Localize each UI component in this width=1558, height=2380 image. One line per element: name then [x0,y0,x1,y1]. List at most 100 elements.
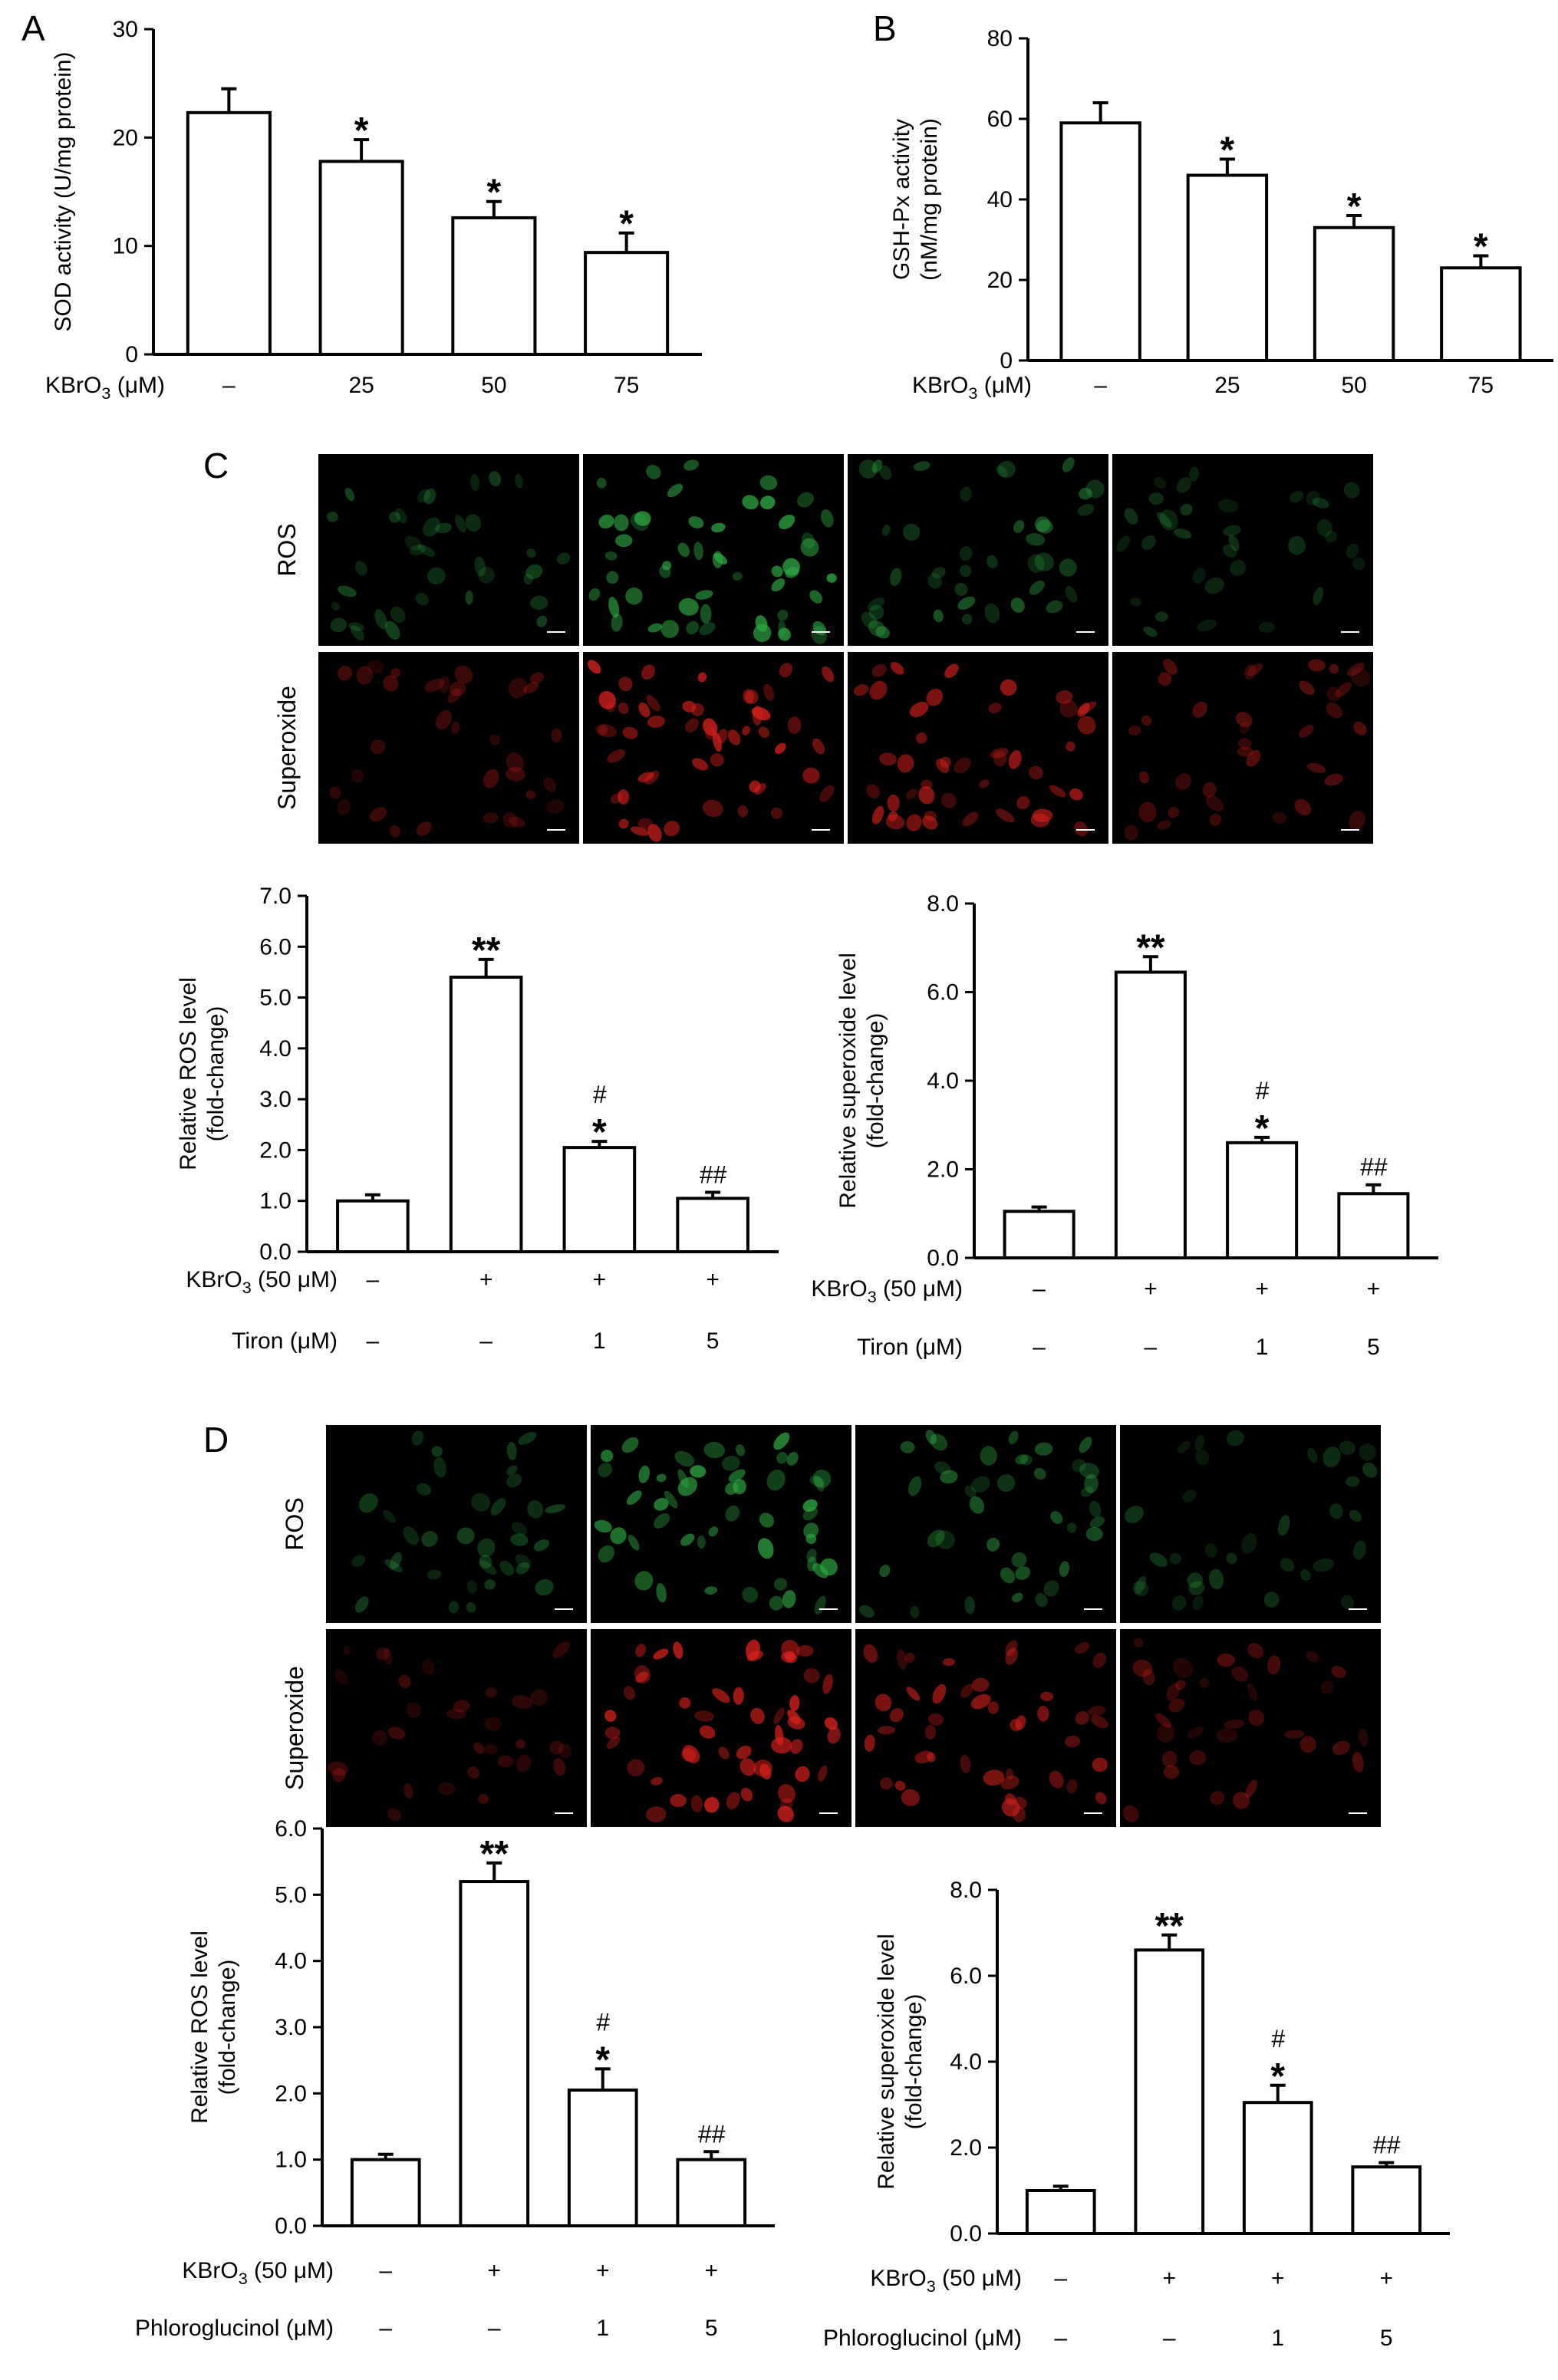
cell [677,1469,690,1489]
cell [1217,1653,1235,1667]
cell [1005,1648,1018,1665]
treatment-value: + [706,1267,720,1292]
cell [916,732,927,744]
cell [1232,1792,1250,1809]
cell [623,1686,635,1700]
significance-hash: # [592,1081,607,1108]
cell [1091,1715,1108,1729]
cell [1352,1751,1364,1773]
cell [1062,457,1075,472]
y-tick-label: 2.0 [275,2081,307,2106]
cell [1015,1715,1026,1730]
cell [1299,1569,1311,1582]
cell [435,710,453,730]
micrograph-background [318,454,579,646]
cell [621,1437,639,1453]
cell [803,1522,819,1539]
cell [530,595,548,611]
cell [1247,663,1263,676]
y-tick-label: 8.0 [950,1878,982,1903]
cell [471,1493,490,1512]
cell [820,1558,838,1576]
cell [474,556,486,577]
cell [1168,1698,1185,1713]
cell [1132,1581,1149,1596]
cell [1046,600,1063,614]
cell [914,1750,934,1764]
cell [779,514,795,530]
cell [784,1651,795,1662]
cell [921,779,933,789]
cell [1030,813,1050,828]
cell [970,1476,990,1493]
cell [417,544,436,557]
cell [703,799,723,818]
cell [1135,1575,1147,1595]
cell [897,754,914,773]
micrograph-ros-2 [591,1425,851,1623]
bar [1114,970,1187,1259]
cell [677,1476,698,1496]
cell [427,1569,442,1580]
cell [1241,1532,1257,1554]
cell [527,1499,543,1519]
cell [1000,1567,1016,1584]
cell [473,1742,485,1754]
cell [690,1465,707,1478]
cell [479,1560,497,1575]
y-tick-label: 5.0 [259,986,292,1011]
cell [924,811,937,821]
cell [1008,1430,1019,1444]
cell [1012,1592,1023,1603]
cell [485,1687,497,1698]
cell [802,1507,819,1521]
cell [987,1537,1000,1552]
cell [712,1688,730,1704]
bar [318,160,404,356]
significance-hash: ## [699,1160,727,1188]
cell [879,465,892,480]
bar [676,1197,749,1254]
significance-star: * [619,204,634,245]
cell [1313,1558,1334,1572]
cell [711,522,726,533]
micrograph-background [591,1425,851,1623]
treatment-value: 5 [1367,1335,1380,1360]
cell [1189,466,1199,482]
bar [584,251,670,356]
cell [1358,1728,1369,1746]
y-tick-label: 20 [987,268,1013,293]
cell [785,566,799,578]
cell [759,1513,775,1528]
cell [770,807,783,819]
cell [337,798,351,815]
treatment-value: 75 [1468,373,1494,398]
cell [773,1707,785,1724]
cell [1272,811,1286,825]
bar [1226,1141,1299,1259]
cell [594,1519,612,1533]
cell [1088,1705,1106,1717]
cell [647,623,663,633]
bar [459,1880,530,2227]
cell [390,1552,402,1570]
cell [779,663,793,678]
cell [809,1476,825,1487]
cell [384,621,400,640]
cell [1316,518,1332,537]
cell [908,1476,922,1496]
treatment-value: + [704,2258,718,2283]
cell [1223,525,1241,536]
cell [638,702,651,718]
cell [1163,1765,1180,1779]
cell [1138,802,1157,823]
treatment-value: 1 [1271,2326,1284,2351]
treatment-value: – [488,2316,501,2341]
cell [634,1665,651,1684]
treatment-row-label: Tiron (μM) [857,1335,963,1360]
cell [607,702,616,713]
cell [1084,1473,1099,1493]
cell [622,726,638,739]
significance-star: * [1270,2056,1285,2097]
cell [506,1465,518,1476]
